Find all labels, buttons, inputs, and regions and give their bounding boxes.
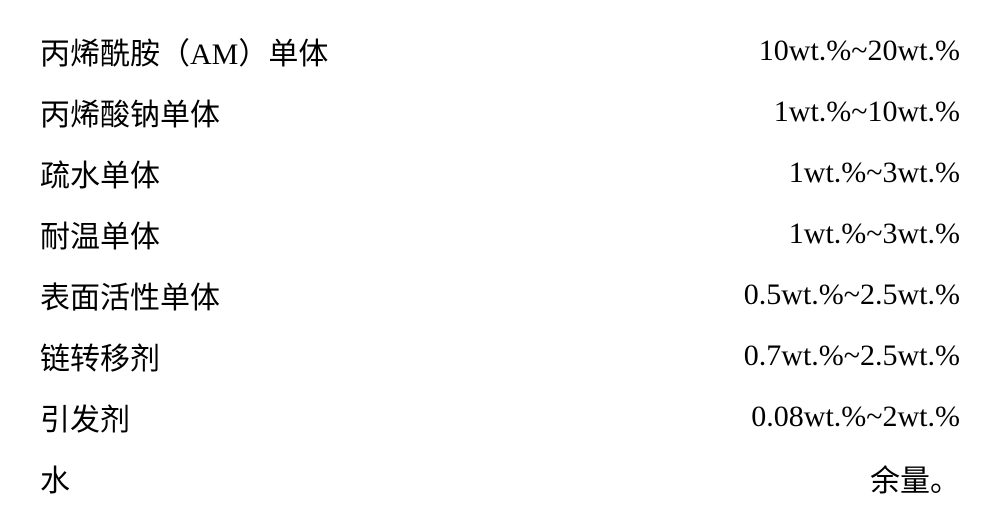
table-row: 链转移剂 0.7wt.%~2.5wt.% [40, 325, 960, 386]
ingredient-value: 0.5wt.%~2.5wt.% [744, 278, 960, 312]
ingredient-label: 链转移剂 [40, 334, 160, 378]
ingredient-label: 水 [40, 456, 70, 500]
table-row: 耐温单体 1wt.%~3wt.% [40, 203, 960, 264]
ingredient-value: 0.7wt.%~2.5wt.% [744, 339, 960, 373]
table-row: 引发剂 0.08wt.%~2wt.% [40, 386, 960, 447]
ingredient-value: 余量。 [870, 456, 960, 500]
ingredient-value: 0.08wt.%~2wt.% [751, 400, 960, 434]
ingredient-label: 表面活性单体 [40, 273, 220, 317]
table-row: 丙烯酸钠单体 1wt.%~10wt.% [40, 81, 960, 142]
composition-table: 丙烯酰胺（AM）单体 10wt.%~20wt.% 丙烯酸钠单体 1wt.%~10… [40, 20, 960, 508]
table-row: 表面活性单体 0.5wt.%~2.5wt.% [40, 264, 960, 325]
table-row: 丙烯酰胺（AM）单体 10wt.%~20wt.% [40, 20, 960, 81]
ingredient-label: 丙烯酸钠单体 [40, 90, 220, 134]
ingredient-label: 疏水单体 [40, 151, 160, 195]
ingredient-value: 1wt.%~10wt.% [774, 95, 960, 129]
ingredient-label: 耐温单体 [40, 212, 160, 256]
ingredient-value: 10wt.%~20wt.% [759, 34, 960, 68]
ingredient-label: 引发剂 [40, 395, 130, 439]
table-row: 疏水单体 1wt.%~3wt.% [40, 142, 960, 203]
ingredient-value: 1wt.%~3wt.% [789, 156, 960, 190]
ingredient-value: 1wt.%~3wt.% [789, 217, 960, 251]
ingredient-label: 丙烯酰胺（AM）单体 [40, 29, 328, 73]
table-row: 水 余量。 [40, 447, 960, 508]
